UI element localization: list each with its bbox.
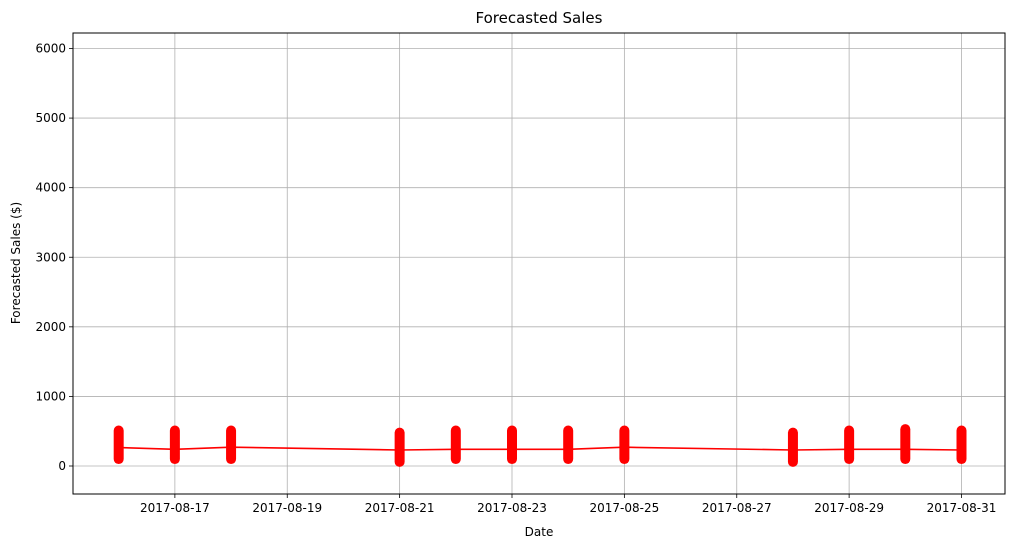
sales-range-markers	[113, 424, 967, 467]
x-tick-label: 2017-08-31	[927, 501, 997, 515]
x-axis-label: Date	[525, 525, 554, 539]
x-tick-label: 2017-08-19	[252, 501, 322, 515]
x-tick-label: 2017-08-27	[702, 501, 772, 515]
y-tick-label: 4000	[35, 181, 66, 195]
plot-area-frame	[72, 32, 1006, 495]
y-tick-label: 3000	[35, 250, 66, 264]
x-tick-label: 2017-08-23	[477, 501, 547, 515]
y-tick-label: 1000	[35, 389, 66, 403]
x-tick-label: 2017-08-21	[365, 501, 435, 515]
y-axis-ticks: 0 1000 2000 3000 4000 5000 6000	[35, 42, 73, 473]
x-tick-label: 2017-08-25	[590, 501, 660, 515]
forecast-line	[118, 446, 962, 451]
x-axis-ticks: 2017-08-17 2017-08-19 2017-08-21 2017-08-23…	[140, 494, 996, 515]
x-tick-label: 2017-08-29	[814, 501, 884, 515]
y-tick-label: 2000	[35, 320, 66, 334]
x-tick-label: 2017-08-17	[140, 501, 210, 515]
chart-title: Forecasted Sales	[476, 9, 603, 27]
y-axis-label: Forecasted Sales ($)	[9, 202, 23, 324]
grid	[73, 33, 1005, 494]
forecast-line-layer	[118, 446, 962, 451]
y-tick-label: 5000	[35, 111, 66, 125]
y-tick-label: 0	[58, 459, 66, 473]
y-tick-label: 6000	[35, 42, 66, 56]
